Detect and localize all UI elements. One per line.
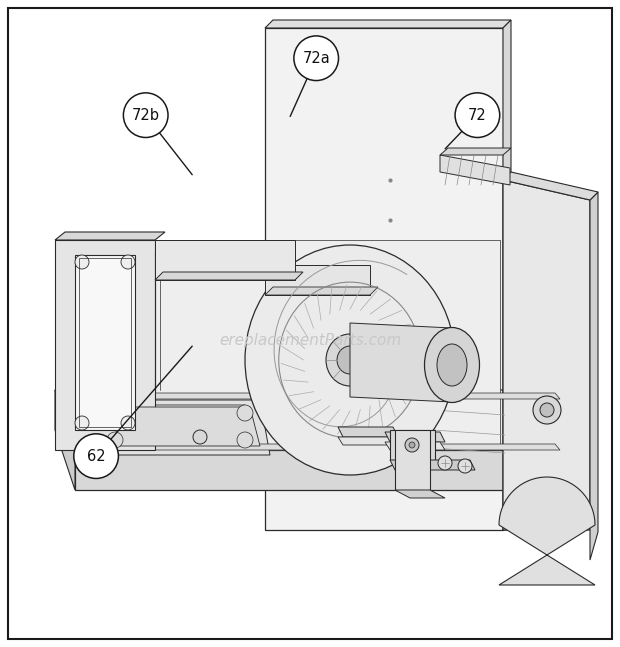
Polygon shape — [503, 172, 598, 200]
Polygon shape — [395, 430, 430, 490]
Circle shape — [405, 438, 419, 452]
Polygon shape — [385, 432, 445, 442]
Polygon shape — [265, 20, 511, 28]
Circle shape — [121, 255, 135, 269]
Circle shape — [75, 416, 89, 430]
Text: 72a: 72a — [303, 50, 330, 66]
Polygon shape — [265, 28, 503, 530]
Polygon shape — [310, 403, 362, 415]
Circle shape — [237, 405, 253, 421]
Circle shape — [438, 456, 452, 470]
Ellipse shape — [326, 334, 374, 386]
Circle shape — [123, 93, 168, 137]
Text: 72b: 72b — [131, 107, 160, 123]
Polygon shape — [390, 460, 475, 470]
Text: 62: 62 — [87, 448, 105, 464]
Circle shape — [458, 459, 472, 473]
Polygon shape — [499, 477, 595, 585]
Polygon shape — [155, 272, 303, 280]
Circle shape — [237, 432, 253, 448]
Text: ereplacementParts.com: ereplacementParts.com — [219, 333, 401, 347]
Polygon shape — [55, 232, 165, 240]
Polygon shape — [390, 430, 435, 460]
Polygon shape — [503, 180, 590, 530]
Ellipse shape — [425, 327, 479, 402]
Polygon shape — [55, 390, 75, 490]
Polygon shape — [110, 407, 260, 446]
Polygon shape — [55, 240, 155, 450]
Polygon shape — [75, 255, 135, 430]
Polygon shape — [105, 405, 255, 448]
Polygon shape — [90, 393, 560, 399]
Text: 72: 72 — [468, 107, 487, 123]
Circle shape — [294, 36, 339, 80]
Polygon shape — [265, 265, 370, 295]
Polygon shape — [325, 406, 377, 418]
Polygon shape — [440, 155, 510, 185]
Ellipse shape — [337, 346, 363, 374]
Circle shape — [75, 255, 89, 269]
Circle shape — [107, 405, 123, 421]
Polygon shape — [555, 390, 575, 490]
Polygon shape — [503, 20, 511, 530]
Polygon shape — [338, 427, 398, 437]
Circle shape — [540, 403, 554, 417]
Polygon shape — [385, 442, 445, 450]
Polygon shape — [265, 287, 378, 295]
Polygon shape — [350, 323, 452, 402]
Polygon shape — [90, 400, 270, 455]
Ellipse shape — [437, 344, 467, 386]
Circle shape — [107, 432, 123, 448]
Circle shape — [74, 434, 118, 478]
Circle shape — [409, 442, 415, 448]
Ellipse shape — [245, 245, 455, 475]
Polygon shape — [155, 240, 500, 450]
Polygon shape — [440, 148, 511, 155]
Polygon shape — [155, 240, 295, 280]
Polygon shape — [90, 444, 560, 450]
Polygon shape — [395, 490, 445, 498]
Polygon shape — [590, 192, 598, 560]
Polygon shape — [338, 437, 398, 445]
Polygon shape — [75, 450, 575, 490]
Circle shape — [455, 93, 500, 137]
Circle shape — [193, 430, 207, 444]
Polygon shape — [295, 400, 347, 412]
Polygon shape — [55, 390, 575, 450]
Circle shape — [121, 416, 135, 430]
Circle shape — [533, 396, 561, 424]
